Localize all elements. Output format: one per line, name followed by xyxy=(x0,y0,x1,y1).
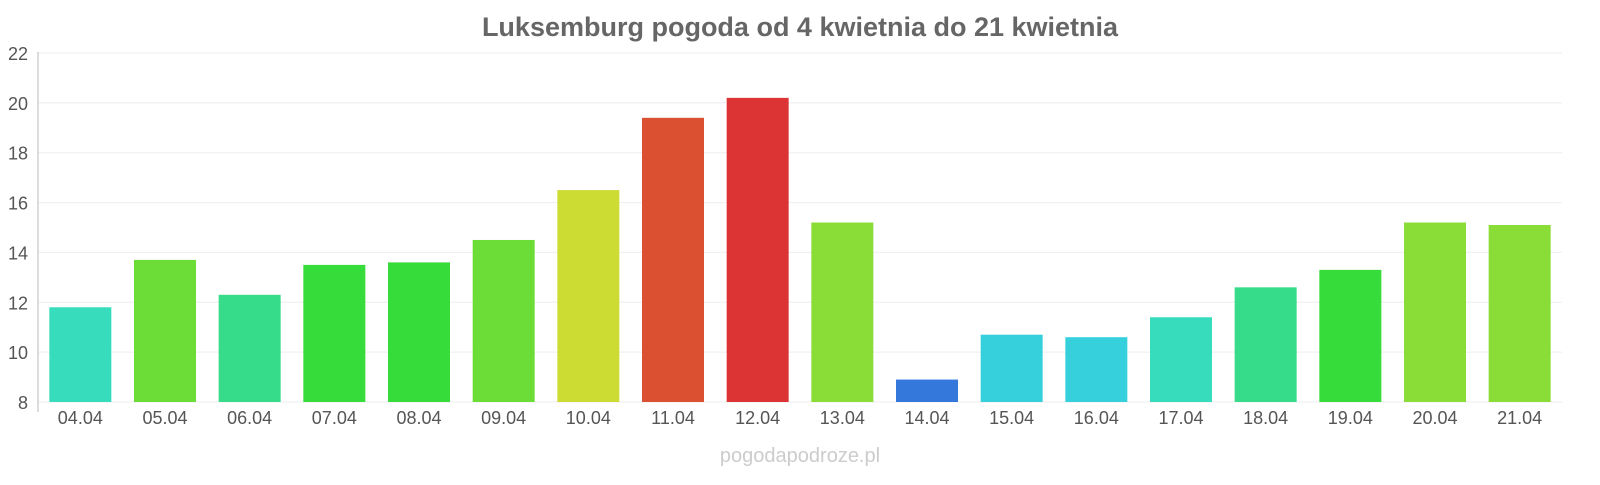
x-tick-label: 14.04 xyxy=(904,408,949,428)
y-tick-label: 18 xyxy=(8,144,28,164)
x-tick-label: 16.04 xyxy=(1074,408,1119,428)
bar[interactable] xyxy=(557,190,620,402)
bar[interactable] xyxy=(980,334,1043,402)
y-tick-label: 16 xyxy=(8,194,28,214)
x-tick-label: 06.04 xyxy=(227,408,272,428)
bar[interactable] xyxy=(811,222,874,402)
y-tick-label: 14 xyxy=(8,243,28,263)
bar[interactable] xyxy=(1488,225,1551,402)
x-tick-label: 21.04 xyxy=(1497,408,1542,428)
bar[interactable] xyxy=(1065,337,1128,402)
bar[interactable] xyxy=(1150,317,1212,402)
bar[interactable] xyxy=(896,379,958,402)
bar[interactable] xyxy=(49,307,112,402)
bar[interactable] xyxy=(1404,222,1466,402)
watermark: pogodapodroze.pl xyxy=(720,445,880,467)
y-tick-label: 10 xyxy=(8,343,28,363)
y-tick-label: 22 xyxy=(8,44,28,64)
y-tick-label: 20 xyxy=(8,94,28,114)
y-tick-label: 8 xyxy=(18,393,28,413)
y-tick-label: 12 xyxy=(8,293,28,313)
chart-title: Luksemburg pogoda od 4 kwietnia do 21 kw… xyxy=(482,12,1119,42)
x-tick-label: 12.04 xyxy=(735,408,780,428)
bar[interactable] xyxy=(726,97,789,402)
x-tick-label: 07.04 xyxy=(312,408,357,428)
bar[interactable] xyxy=(642,117,704,403)
bar[interactable] xyxy=(1319,269,1382,402)
x-tick-label: 15.04 xyxy=(989,408,1034,428)
x-tick-label: 04.04 xyxy=(58,408,103,428)
bar[interactable] xyxy=(388,262,450,402)
x-tick-label: 20.04 xyxy=(1412,408,1457,428)
bar[interactable] xyxy=(303,264,366,402)
x-tick-label: 09.04 xyxy=(481,408,526,428)
x-tick-label: 08.04 xyxy=(396,408,441,428)
x-tick-label: 11.04 xyxy=(651,408,695,428)
x-tick-label: 13.04 xyxy=(820,408,865,428)
x-tick-label: 05.04 xyxy=(142,408,187,428)
x-tick-label: 19.04 xyxy=(1328,408,1373,428)
x-tick-label: 18.04 xyxy=(1243,408,1288,428)
bar[interactable] xyxy=(472,239,535,402)
x-tick-label: 10.04 xyxy=(566,408,611,428)
bar[interactable] xyxy=(218,294,281,402)
bar[interactable] xyxy=(1234,287,1297,402)
bar[interactable] xyxy=(134,259,196,402)
x-tick-label: 17.04 xyxy=(1158,408,1203,428)
